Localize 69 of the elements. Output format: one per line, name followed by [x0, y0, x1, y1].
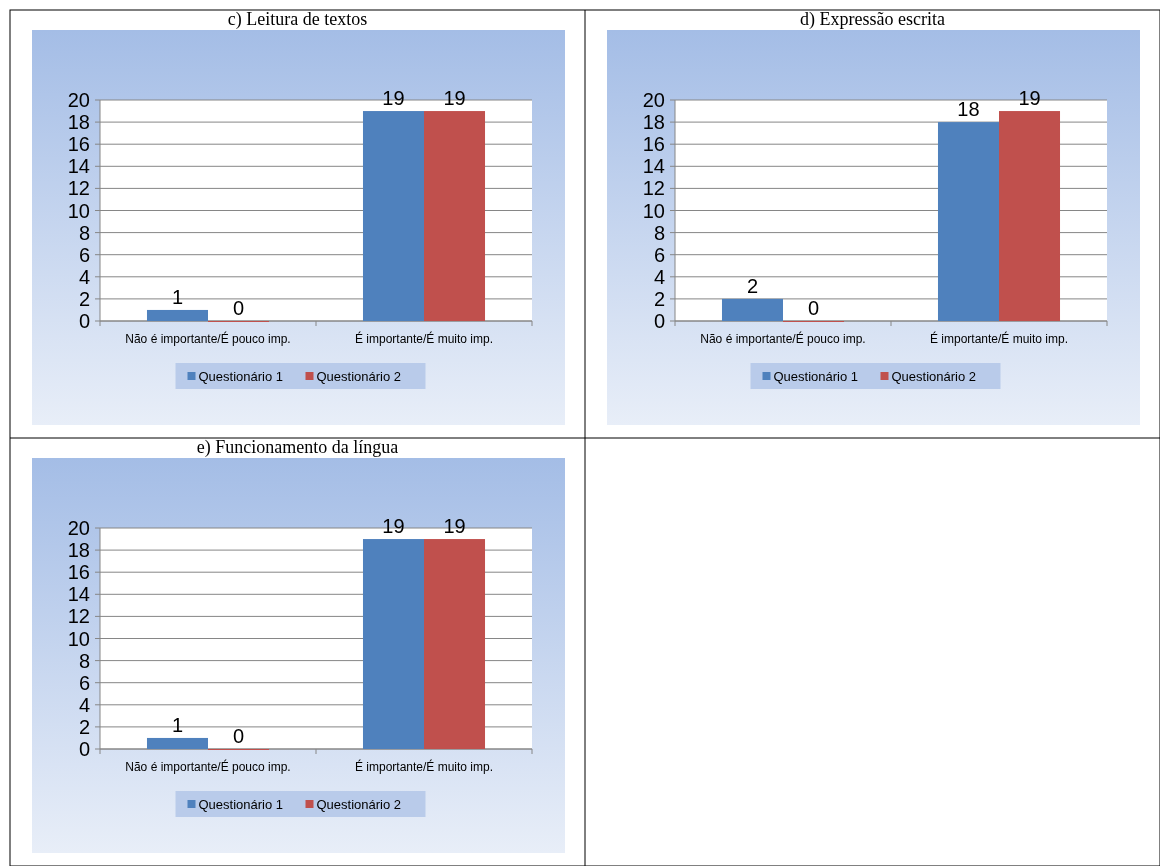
bar [362, 111, 424, 321]
x-tick-label: Não é importante/É pouco imp. [700, 331, 866, 346]
x-tick-label: Não é importante/É pouco imp. [125, 759, 291, 774]
chart-title: e) Funcionamento da língua [196, 437, 399, 458]
y-tick-label: 12 [642, 177, 665, 200]
bar [362, 539, 424, 749]
x-tick-label: É importante/É muito imp. [354, 759, 494, 774]
y-tick-label: 20 [642, 89, 665, 111]
legend-label: Questionário 1 [198, 368, 284, 384]
y-tick-label: 4 [78, 265, 90, 288]
y-tick-label: 2 [78, 715, 90, 738]
legend-label: Questionário 2 [891, 368, 977, 384]
data-label: 19 [382, 515, 405, 538]
y-tick-label: 18 [67, 111, 90, 134]
y-tick-label: 10 [642, 199, 665, 222]
data-label: 19 [443, 87, 466, 110]
bar [999, 111, 1061, 321]
y-tick-label: 16 [642, 133, 665, 156]
y-tick-label: 12 [67, 605, 90, 628]
bar [146, 309, 208, 321]
x-tick-label: É importante/É muito imp. [929, 331, 1069, 346]
data-label: 2 [746, 274, 759, 297]
y-tick-label: 20 [67, 89, 90, 111]
y-tick-label: 12 [67, 177, 90, 200]
y-tick-label: 4 [653, 265, 665, 288]
bar [424, 111, 486, 321]
y-tick-label: 0 [653, 310, 665, 332]
y-tick-label: 10 [67, 627, 90, 650]
chart-title: c) Leitura de textos [227, 9, 368, 30]
y-tick-label: 6 [653, 243, 665, 266]
y-tick-label: 10 [67, 199, 90, 222]
y-tick-label: 14 [67, 583, 90, 606]
y-tick-label: 16 [67, 133, 90, 156]
bar [937, 122, 999, 321]
y-tick-label: 14 [642, 155, 665, 178]
chart-title: d) Expressão escrita [800, 9, 945, 30]
data-label: 18 [957, 98, 980, 121]
y-tick-label: 16 [67, 561, 90, 584]
data-label: 0 [232, 725, 245, 747]
bar [146, 737, 208, 749]
y-tick-label: 2 [653, 287, 665, 310]
y-tick-label: 18 [642, 111, 665, 134]
data-label: 0 [232, 297, 245, 319]
data-label: 1 [171, 285, 184, 308]
y-tick-label: 4 [78, 693, 90, 716]
legend-label: Questionário 2 [316, 368, 402, 384]
y-tick-label: 0 [78, 310, 90, 332]
y-tick-label: 14 [67, 155, 90, 178]
data-label: 1 [171, 713, 184, 736]
legend-label: Questionário 1 [198, 796, 284, 812]
data-label: 0 [807, 297, 820, 319]
y-tick-label: 8 [78, 221, 90, 244]
y-tick-label: 6 [78, 671, 90, 694]
y-tick-label: 20 [67, 517, 90, 539]
data-label: 19 [382, 87, 405, 110]
y-tick-label: 6 [78, 243, 90, 266]
y-tick-label: 2 [78, 287, 90, 310]
data-label: 19 [443, 515, 466, 538]
y-tick-label: 0 [78, 738, 90, 760]
y-tick-label: 8 [653, 221, 665, 244]
x-tick-label: Não é importante/É pouco imp. [125, 331, 291, 346]
legend-label: Questionário 2 [316, 796, 402, 812]
x-tick-label: É importante/É muito imp. [354, 331, 494, 346]
y-tick-label: 18 [67, 539, 90, 562]
legend-label: Questionário 1 [773, 368, 859, 384]
bar [721, 298, 783, 321]
y-tick-label: 8 [78, 649, 90, 672]
bar [424, 539, 486, 749]
data-label: 19 [1018, 87, 1041, 110]
